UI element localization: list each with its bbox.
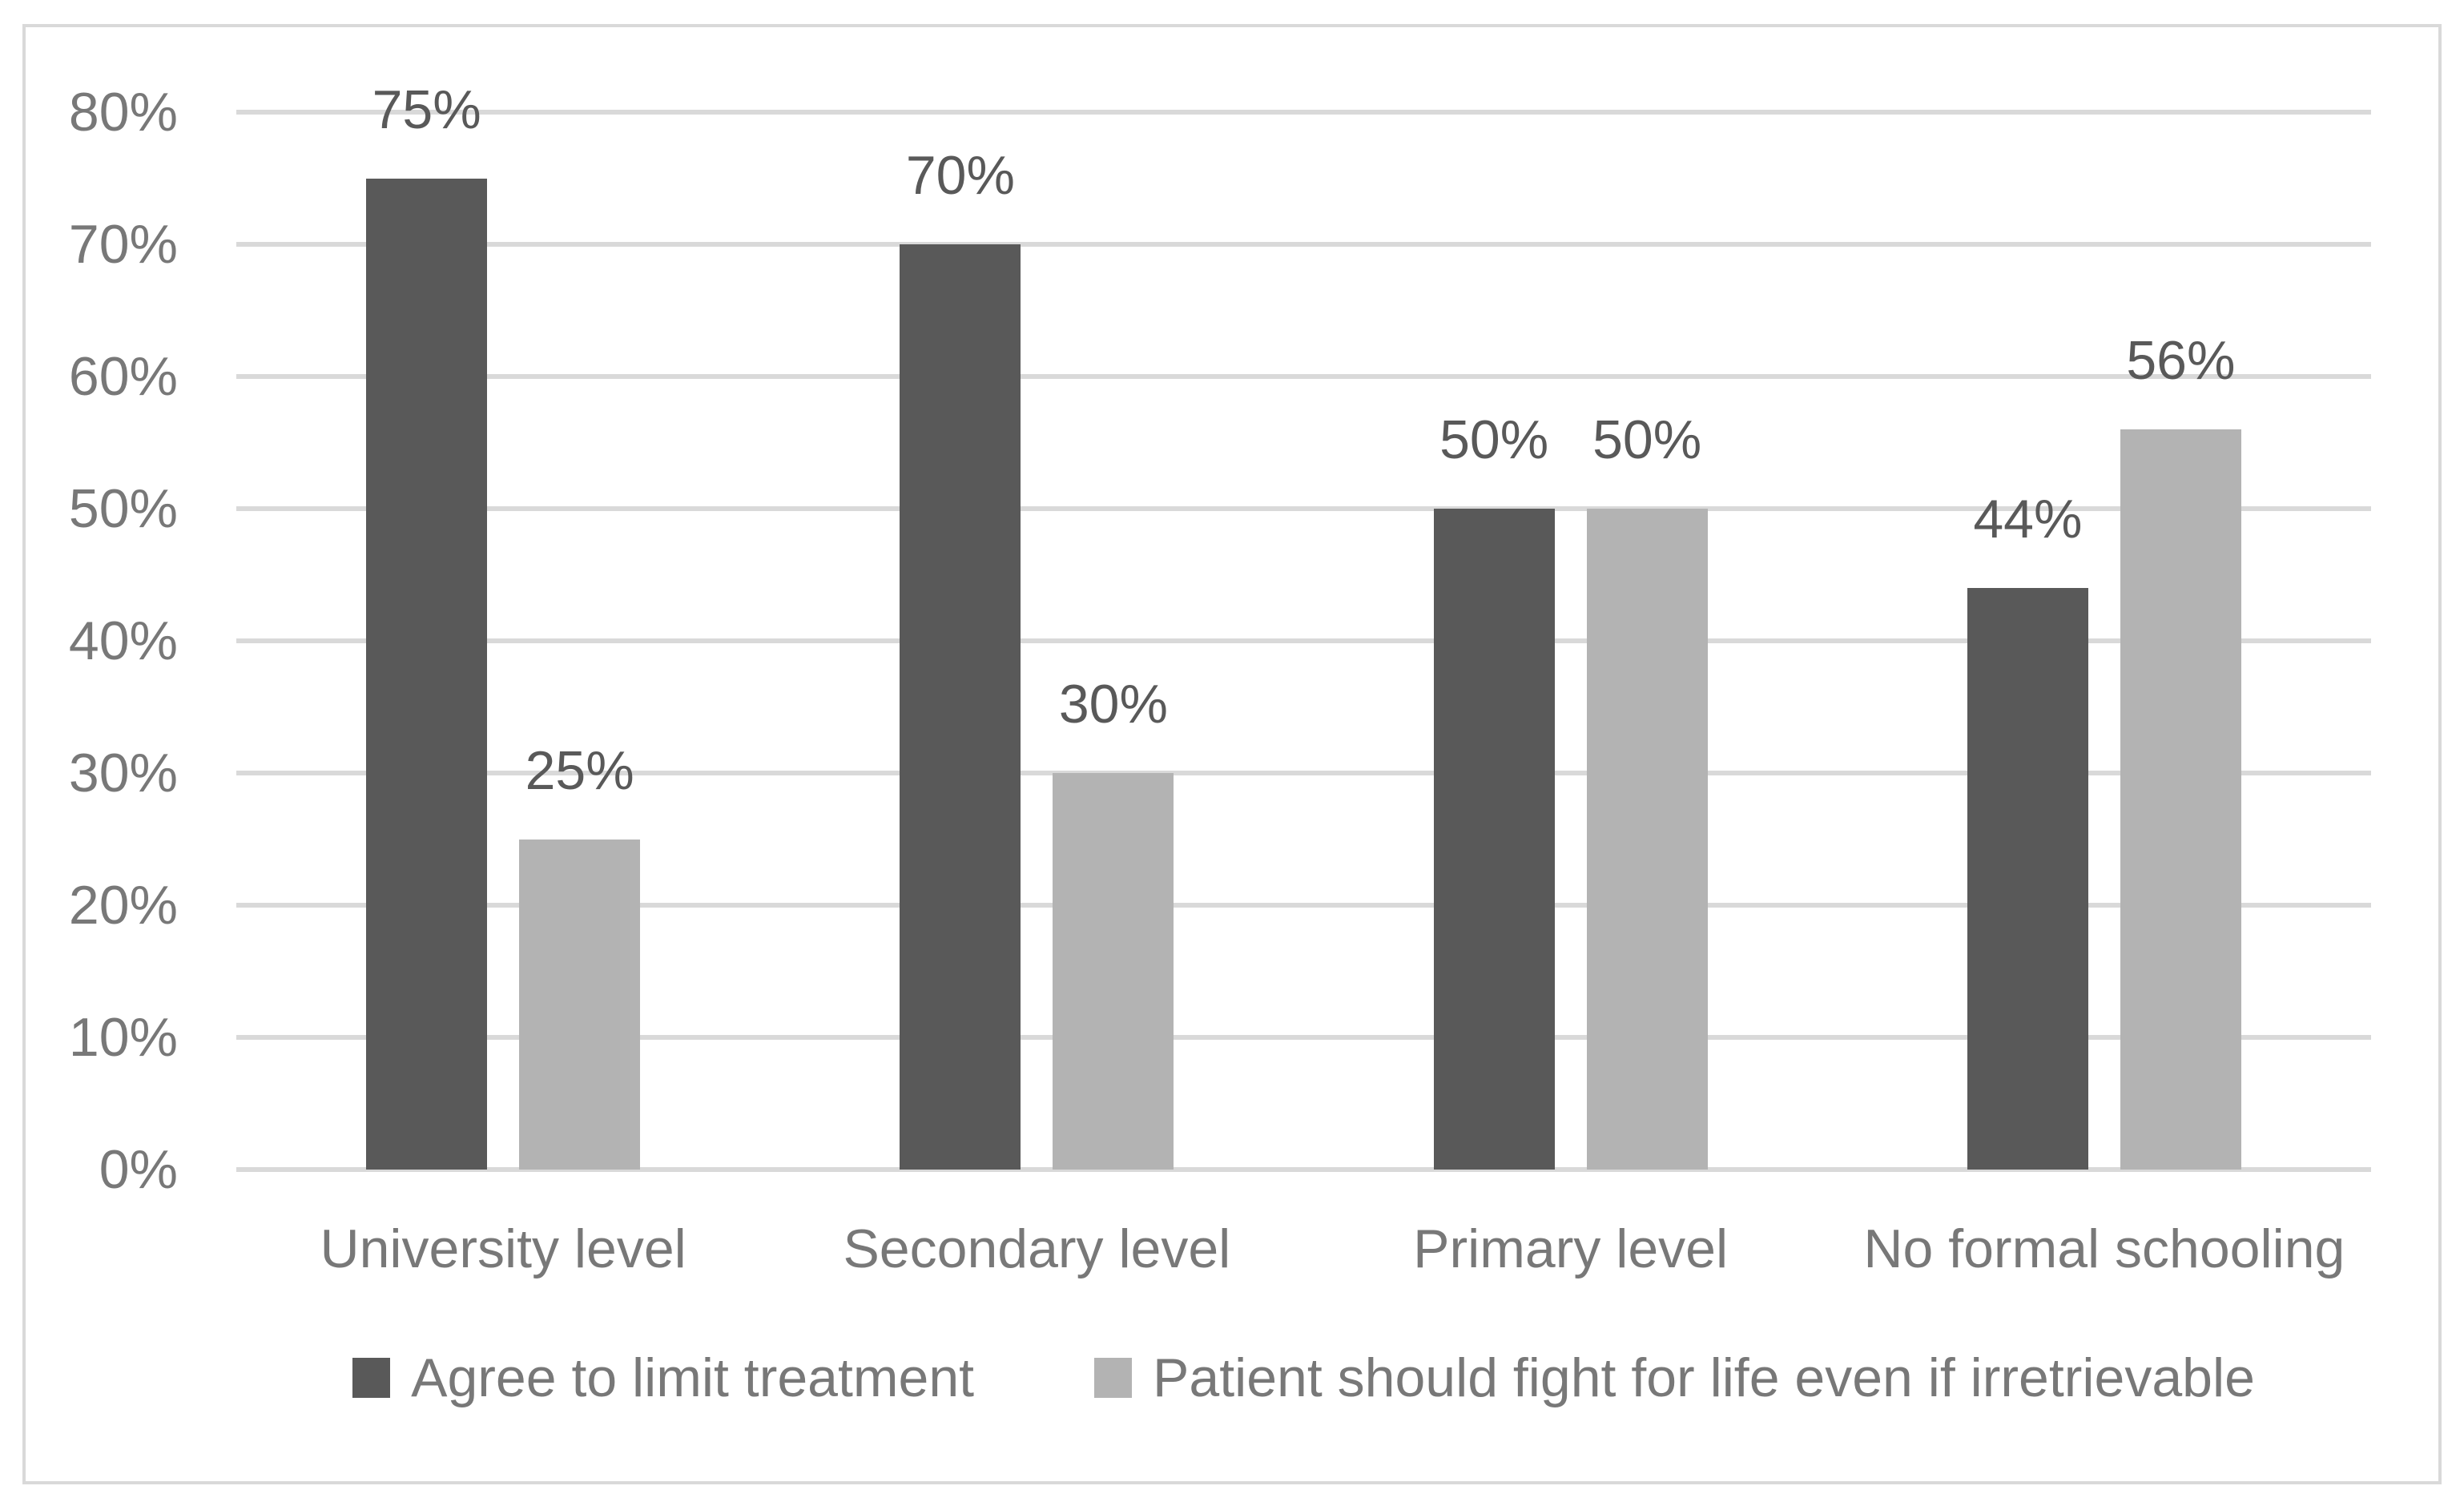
data-label-patient-should-fight-for-life-even-if-irretrievable-secondary-level: 30% <box>1058 674 1168 735</box>
y-tick-label-30: 30% <box>68 743 178 803</box>
gridline-40 <box>236 638 2371 643</box>
y-tick-label-0: 0% <box>99 1139 178 1200</box>
bar-group-secondary-level: 70% 30% <box>770 112 1303 1170</box>
data-label-agree-to-limit-treatment-no-formal-schooling: 44% <box>1973 489 2083 550</box>
category-label-no-formal-schooling: No formal schooling <box>1863 1218 2345 1279</box>
gridline-70 <box>236 242 2371 247</box>
bar-patient-should-fight-for-life-even-if-irretrievable-university-level: 25% <box>519 743 641 1170</box>
bar-group-university-level: 75% 25% <box>236 83 770 1170</box>
bar-agree-to-limit-treatment-primary-level: 50% <box>1433 413 1555 1170</box>
category-label-primary-level: Primary level <box>1413 1218 1729 1279</box>
gridline-10 <box>236 1035 2371 1040</box>
data-label-patient-should-fight-for-life-even-if-irretrievable-no-formal-schooling: 56% <box>2126 330 2236 391</box>
y-tick-label-60: 60% <box>68 346 178 407</box>
legend-item-agree-to-limit-treatment: Agree to limit treatment <box>352 1351 974 1405</box>
bar-patient-should-fight-for-life-even-if-irretrievable-secondary-level: 30% <box>1053 677 1174 1170</box>
y-tick-label-70: 70% <box>68 214 178 275</box>
y-tick-label-50: 50% <box>68 478 178 539</box>
plot-area: 0% 10% 20% 30% 40% 50% 60% 70% 80% 75% 25% 70% 30% 5… <box>69 83 2371 1197</box>
bar-group-primary-level: 50% 50% <box>1304 112 1838 1170</box>
legend-swatch-icon <box>1094 1358 1133 1398</box>
data-label-agree-to-limit-treatment-university-level: 75% <box>372 79 481 140</box>
legend-swatch-icon <box>352 1358 391 1398</box>
bar-patient-should-fight-for-life-even-if-irretrievable-primary-level: 50% <box>1586 413 1708 1170</box>
category-axis-labels: University level Secondary level Primary l… <box>236 1219 2371 1279</box>
bar-agree-to-limit-treatment-secondary-level: 70% <box>900 148 1021 1170</box>
bars-layer: 75% 25% 70% 30% 50% 50% 44% 56% <box>236 83 2371 1170</box>
data-label-patient-should-fight-for-life-even-if-irretrievable-primary-level: 50% <box>1592 409 1702 470</box>
y-tick-label-80: 80% <box>68 82 178 143</box>
y-tick-label-10: 10% <box>68 1007 178 1068</box>
gridline-30 <box>236 771 2371 775</box>
legend-label: Patient should fight for life even if ir… <box>1153 1347 2255 1408</box>
bar-agree-to-limit-treatment-university-level: 75% <box>366 83 488 1170</box>
gridline-0 <box>236 1167 2371 1172</box>
chart-frame: 0% 10% 20% 30% 40% 50% 60% 70% 80% 75% 25% 70% 30% 5… <box>22 24 2442 1484</box>
bar-group-no-formal-schooling: 44% 56% <box>1838 112 2371 1170</box>
legend-label: Agree to limit treatment <box>411 1347 975 1408</box>
gridline-20 <box>236 903 2371 908</box>
bar-agree-to-limit-treatment-no-formal-schooling: 44% <box>1967 492 2088 1170</box>
gridline-80 <box>236 110 2371 115</box>
category-label-secondary-level: Secondary level <box>843 1218 1231 1279</box>
data-label-agree-to-limit-treatment-primary-level: 50% <box>1439 409 1549 470</box>
gridline-50 <box>236 506 2371 511</box>
legend-item-patient-should-fight-for-life-even-if-irretrievable: Patient should fight for life even if ir… <box>1094 1351 2255 1405</box>
data-label-agree-to-limit-treatment-secondary-level: 70% <box>905 145 1015 206</box>
gridline-60 <box>236 374 2371 379</box>
category-label-university-level: University level <box>320 1218 686 1279</box>
y-tick-label-20: 20% <box>68 875 178 936</box>
bar-patient-should-fight-for-life-even-if-irretrievable-no-formal-schooling: 56% <box>2120 333 2241 1170</box>
y-tick-label-40: 40% <box>68 610 178 671</box>
data-label-patient-should-fight-for-life-even-if-irretrievable-university-level: 25% <box>525 739 634 801</box>
legend: Agree to limit treatment Patient should f… <box>236 1351 2371 1405</box>
